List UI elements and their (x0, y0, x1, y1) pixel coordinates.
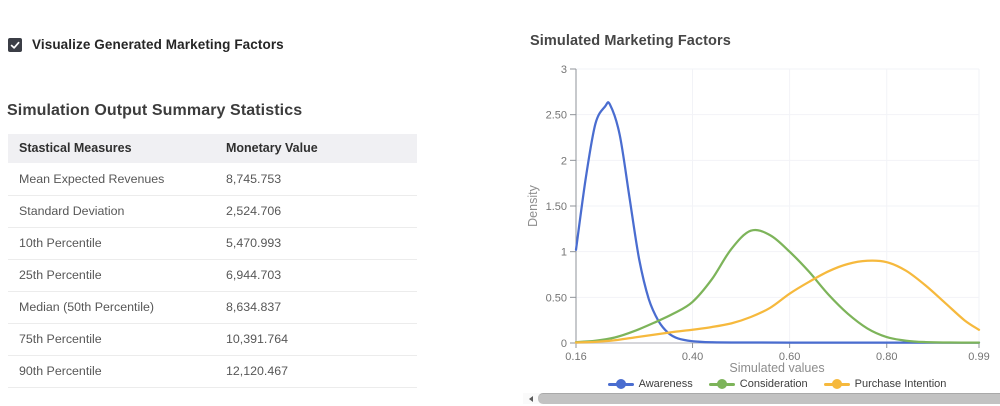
value-cell: 8,634.837 (215, 291, 417, 324)
column-header-measures: Stastical Measures (8, 134, 215, 163)
value-cell: 8,745.753 (215, 162, 417, 196)
value-cell: 2,524.706 (215, 195, 417, 228)
table-row: Mean Expected Revenues 8,745.753 (8, 162, 417, 196)
legend-marker-icon (823, 379, 850, 389)
measure-cell: 10th Percentile (8, 227, 215, 260)
series-line-purchase-intention (574, 259, 981, 344)
summary-table: Stastical Measures Monetary Value Mean E… (8, 134, 417, 388)
svg-text:0.80: 0.80 (876, 351, 897, 363)
table-row: Standard Deviation 2,524.706 (8, 195, 417, 228)
series-line-awareness (574, 101, 981, 344)
visualize-checkbox-label: Visualize Generated Marketing Factors (32, 37, 284, 52)
chart-legend: Awareness Consideration Purchase Intention (577, 378, 977, 390)
table-row: Median (50th Percentile) 8,634.837 (8, 291, 417, 324)
horizontal-scrollbar[interactable] (523, 393, 1000, 404)
measure-cell: 75th Percentile (8, 323, 215, 356)
scroll-left-arrow-icon (528, 395, 533, 402)
legend-label: Awareness (638, 378, 693, 390)
column-header-value: Monetary Value (215, 134, 417, 163)
summary-table-header: Stastical Measures Monetary Value (8, 134, 417, 163)
measure-cell: 90th Percentile (8, 355, 215, 388)
scroll-left-button[interactable] (523, 393, 538, 404)
svg-text:0.40: 0.40 (682, 351, 703, 363)
checkmark-icon (10, 41, 20, 49)
svg-text:0.50: 0.50 (546, 292, 567, 304)
svg-text:2.50: 2.50 (546, 110, 567, 122)
legend-marker-icon (708, 379, 735, 389)
series-line-consideration (574, 228, 981, 344)
x-axis-title: Simulated values (729, 361, 825, 375)
table-row: 25th Percentile 6,944.703 (8, 259, 417, 292)
value-cell: 12,120.467 (215, 355, 417, 388)
table-row: 75th Percentile 10,391.764 (8, 323, 417, 356)
scrollbar-thumb[interactable] (538, 393, 1000, 404)
svg-text:1.50: 1.50 (546, 201, 567, 213)
svg-text:3: 3 (561, 64, 567, 76)
legend-item-consideration[interactable]: Consideration (708, 378, 808, 390)
svg-text:Density: Density (526, 184, 540, 226)
measure-cell: 25th Percentile (8, 259, 215, 292)
legend-item-purchase-intention[interactable]: Purchase Intention (823, 378, 947, 390)
svg-text:0.60: 0.60 (779, 351, 800, 363)
measure-cell: Median (50th Percentile) (8, 291, 215, 324)
legend-label: Purchase Intention (854, 378, 947, 390)
svg-text:0.99: 0.99 (968, 351, 989, 363)
svg-text:0: 0 (561, 338, 567, 350)
visualize-checkbox-row[interactable]: Visualize Generated Marketing Factors (8, 37, 284, 52)
value-cell: 6,944.703 (215, 259, 417, 292)
measure-cell: Standard Deviation (8, 195, 215, 228)
svg-text:2: 2 (561, 155, 567, 167)
value-cell: 10,391.764 (215, 323, 417, 356)
measure-cell: Mean Expected Revenues (8, 162, 215, 196)
table-row: 10th Percentile 5,470.993 (8, 227, 417, 260)
legend-label: Consideration (739, 378, 808, 390)
summary-heading: Simulation Output Summary Statistics (7, 102, 303, 119)
density-chart: 0 0.50 1 1.50 2 2.50 3 0.16 0.40 0.60 0.80 0.99 Dens… (526, 64, 990, 363)
legend-item-awareness[interactable]: Awareness (607, 378, 693, 390)
table-row: 90th Percentile 12,120.467 (8, 355, 417, 388)
legend-marker-icon (607, 379, 634, 389)
checkbox-checked-icon[interactable] (8, 37, 22, 52)
svg-text:0.16: 0.16 (565, 351, 586, 363)
chart-title: Simulated Marketing Factors (530, 33, 731, 49)
value-cell: 5,470.993 (215, 227, 417, 260)
svg-text:1: 1 (561, 247, 567, 259)
